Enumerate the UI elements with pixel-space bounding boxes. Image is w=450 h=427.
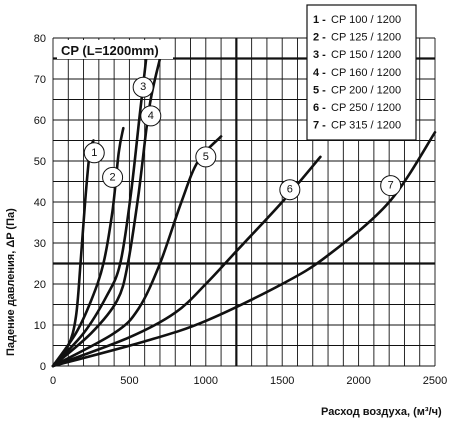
x-tick-label: 1500	[270, 375, 294, 387]
y-tick-label: 60	[34, 115, 46, 127]
chart-title: CP (L=1200mm)	[61, 43, 159, 58]
legend-item-3: 3 - CP 150 / 1200	[313, 49, 401, 61]
y-tick-label: 70	[34, 74, 46, 86]
y-tick-label: 40	[34, 197, 46, 209]
curve-label-text: 6	[287, 184, 293, 196]
x-tick-label: 2000	[346, 375, 370, 387]
y-tick-label: 0	[40, 361, 46, 373]
legend-item-6: 6 - CP 250 / 1200	[313, 102, 401, 114]
legend-box	[306, 4, 417, 141]
series-line-1	[51, 139, 95, 368]
curve-label-circle	[83, 142, 105, 164]
series-line-2	[51, 126, 125, 368]
curve-label-text: 4	[148, 110, 154, 122]
tick-labels: 0 500 1000 1500 2000 2500 0 10 20 30 40 50 60 70 80	[34, 33, 447, 387]
y-tick-label: 50	[34, 156, 46, 168]
chart-title-background	[57, 40, 173, 59]
legend-item-5: 5 - CP 200 / 1200	[313, 84, 401, 96]
x-tick-label: 1000	[194, 375, 218, 387]
curve-label-circle	[102, 166, 124, 188]
curve-label-circle	[380, 175, 402, 197]
y-tick-label: 80	[34, 33, 46, 45]
series-line-6	[51, 155, 322, 368]
y-tick-label: 10	[34, 320, 46, 332]
x-tick-label: 0	[50, 375, 56, 387]
y-tick-label: 30	[34, 238, 46, 250]
curve-label-text: 2	[110, 171, 116, 183]
legend-item-7: 7 - CP 315 / 1200	[313, 120, 401, 132]
y-tick-label: 20	[34, 279, 46, 291]
curve-label-circle	[132, 76, 154, 98]
curve-label-1: 1	[83, 142, 105, 164]
curve-label-circle	[195, 146, 217, 168]
legend: 1 - CP 100 / 1200 2 - CP 125 / 1200 3 - CP 15…	[306, 4, 417, 141]
legend-item-1: 1 - CP 100 / 1200	[313, 14, 401, 26]
curve-label-text: 1	[91, 147, 97, 159]
curve-label-2: 2	[102, 166, 124, 188]
legend-item-2: 2 - CP 125 / 1200	[313, 32, 401, 44]
curve-label-4: 4	[140, 105, 162, 127]
legend-item-4: 4 - CP 160 / 1200	[313, 67, 401, 79]
curve-label-6: 6	[279, 179, 301, 201]
x-tick-label: 2500	[423, 375, 447, 387]
curve-label-5: 5	[195, 146, 217, 168]
series-line-7	[51, 131, 437, 368]
curve-label-7: 7	[380, 175, 402, 197]
series-line-3	[51, 57, 148, 368]
curve-label-text: 5	[203, 151, 209, 163]
x-axis-title: Расход воздуха, (м³/ч)	[321, 406, 442, 418]
curve-label-text: 7	[388, 180, 394, 192]
curve-label-text: 3	[140, 81, 146, 93]
curve-labels: 1 2 3 4 5 6 7	[83, 76, 402, 201]
curve-label-circle	[140, 105, 162, 127]
curve-label-circle	[279, 179, 301, 201]
series-line-4	[51, 57, 162, 368]
x-tick-label: 500	[120, 375, 138, 387]
curve-label-3: 3	[132, 76, 154, 98]
y-axis-title: Падение давления, ΔP (Па)	[5, 208, 17, 356]
